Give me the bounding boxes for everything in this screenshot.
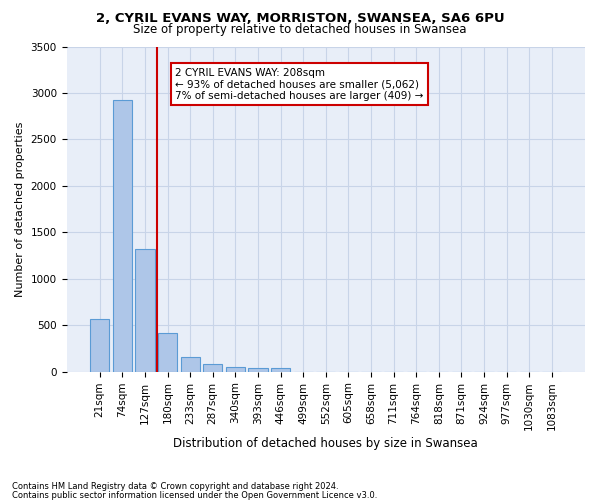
Bar — [158, 333, 177, 372]
Bar — [181, 358, 200, 372]
Text: Contains HM Land Registry data © Crown copyright and database right 2024.: Contains HM Land Registry data © Crown c… — [12, 482, 338, 491]
Text: Contains public sector information licensed under the Open Government Licence v3: Contains public sector information licen… — [12, 490, 377, 500]
Text: Size of property relative to detached houses in Swansea: Size of property relative to detached ho… — [133, 22, 467, 36]
Text: 2 CYRIL EVANS WAY: 208sqm
← 93% of detached houses are smaller (5,062)
7% of sem: 2 CYRIL EVANS WAY: 208sqm ← 93% of detac… — [175, 68, 424, 101]
Bar — [248, 368, 268, 372]
Bar — [203, 364, 223, 372]
Bar — [271, 368, 290, 372]
Bar — [226, 366, 245, 372]
X-axis label: Distribution of detached houses by size in Swansea: Distribution of detached houses by size … — [173, 437, 478, 450]
Y-axis label: Number of detached properties: Number of detached properties — [15, 122, 25, 297]
Bar — [113, 100, 132, 372]
Bar — [136, 249, 155, 372]
Text: 2, CYRIL EVANS WAY, MORRISTON, SWANSEA, SA6 6PU: 2, CYRIL EVANS WAY, MORRISTON, SWANSEA, … — [95, 12, 505, 26]
Bar — [90, 318, 109, 372]
